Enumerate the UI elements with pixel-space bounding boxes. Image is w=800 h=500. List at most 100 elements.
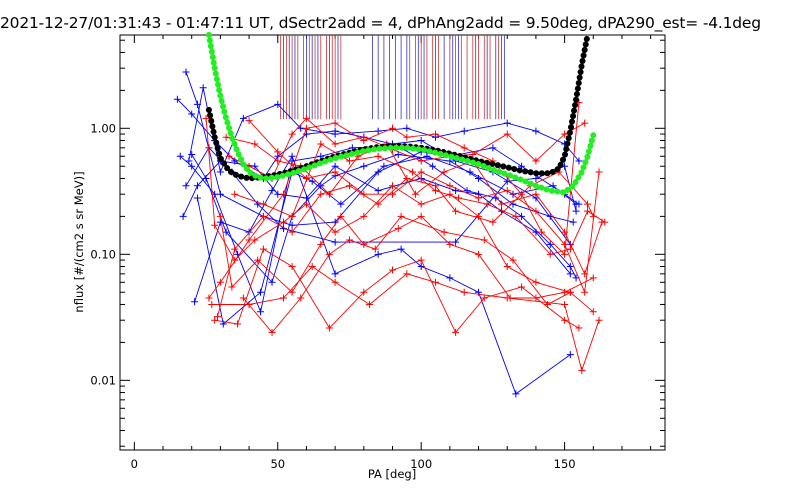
data-point-blue	[417, 263, 425, 271]
y-axis-ticks: 0.01 0.10 1.00	[90, 39, 665, 447]
data-point-blue	[374, 187, 382, 195]
data-point-blue	[423, 152, 431, 160]
data-point-red	[288, 263, 296, 271]
data-point-red	[302, 114, 310, 122]
data-point-red	[245, 117, 253, 125]
data-point-red	[389, 124, 396, 132]
data-point-blue	[403, 124, 411, 132]
data-point-red	[216, 278, 224, 286]
data-point-red	[274, 157, 282, 165]
data-point-red	[360, 212, 368, 220]
data-point-red	[446, 240, 454, 248]
data-point-red	[231, 256, 239, 264]
fit-curves-group	[205, 32, 597, 196]
data-point-blue	[546, 240, 554, 248]
fit-curve-green	[205, 32, 597, 196]
series-line-red	[248, 120, 600, 295]
data-point-blue	[572, 207, 580, 215]
data-point-red	[302, 124, 310, 132]
data-point-blue	[188, 162, 196, 170]
data-point-blue	[199, 84, 207, 92]
data-point-red	[546, 250, 554, 258]
series-line-red	[214, 248, 580, 334]
data-point-blue	[331, 130, 339, 138]
series-line-red	[242, 215, 594, 334]
data-point-red	[483, 200, 491, 208]
data-point-blue	[222, 228, 230, 236]
data-point-red	[397, 212, 405, 220]
data-point-blue	[566, 351, 574, 359]
data-point-red	[317, 140, 325, 148]
data-point-blue	[489, 144, 497, 152]
data-point-red	[480, 236, 488, 244]
data-point-red	[288, 130, 296, 138]
data-point-red	[239, 294, 247, 302]
data-point-red	[460, 144, 468, 152]
data-point-red	[417, 157, 425, 165]
data-point-red	[561, 250, 569, 258]
data-point-red	[288, 288, 296, 296]
data-point-red	[208, 300, 216, 308]
data-point-red	[538, 228, 546, 236]
data-point-red	[259, 245, 267, 253]
data-point-blue	[380, 162, 388, 170]
series-line-blue	[177, 98, 571, 245]
series-line-blue	[191, 154, 574, 284]
data-point-red	[259, 212, 267, 220]
data-point-blue	[182, 182, 190, 190]
data-point-blue	[268, 187, 276, 195]
data-point-red	[440, 228, 448, 236]
data-point-red	[403, 133, 411, 141]
data-point-red	[532, 278, 540, 286]
data-point-red	[489, 218, 497, 226]
data-point-red	[561, 130, 569, 138]
data-point-red	[532, 190, 540, 198]
data-point-blue	[216, 168, 224, 176]
y-tick-label: 0.10	[90, 247, 116, 261]
data-point-red	[317, 190, 325, 198]
data-point-red	[440, 168, 448, 176]
data-point-red	[214, 313, 222, 321]
data-point-blue	[274, 100, 282, 108]
data-point-red	[403, 270, 411, 278]
data-point-red	[254, 256, 262, 264]
data-point-red	[366, 300, 374, 308]
data-point-red	[274, 148, 282, 156]
data-point-red	[575, 324, 583, 332]
data-point-red	[228, 283, 236, 291]
data-point-blue	[417, 137, 425, 145]
data-point-red	[360, 190, 368, 198]
data-point-blue	[512, 390, 520, 398]
data-point-blue	[337, 200, 345, 208]
data-point-red	[331, 228, 339, 236]
data-point-red	[231, 190, 239, 198]
data-point-red	[231, 245, 239, 253]
data-point-red	[345, 236, 353, 244]
data-point-red	[280, 190, 287, 198]
data-point-blue	[429, 162, 437, 170]
data-point-red	[409, 168, 417, 176]
data-point-blue	[532, 127, 540, 135]
data-point-red	[561, 228, 569, 236]
data-point-red	[446, 182, 454, 190]
data-point-red	[432, 130, 440, 138]
data-point-red	[595, 168, 603, 176]
x-axis-title: PA [deg]	[368, 467, 416, 481]
data-point-blue	[397, 245, 405, 253]
data-point-red	[360, 288, 368, 296]
data-point-red	[518, 283, 526, 291]
data-point-blue	[566, 270, 574, 278]
data-point-red	[211, 316, 219, 324]
data-point-red	[454, 194, 462, 202]
data-point-red	[389, 182, 396, 190]
data-point-red	[417, 200, 425, 208]
data-point-red	[331, 119, 339, 127]
data-point-red	[532, 294, 540, 302]
data-point-red	[389, 190, 396, 198]
data-point-red	[566, 245, 574, 253]
data-point-red	[331, 168, 339, 176]
data-point-blue	[288, 157, 296, 165]
x-axis-ticks: 0 50 100 150	[131, 35, 652, 471]
y-tick-label: 0.01	[90, 373, 116, 387]
data-point-red	[325, 190, 333, 198]
